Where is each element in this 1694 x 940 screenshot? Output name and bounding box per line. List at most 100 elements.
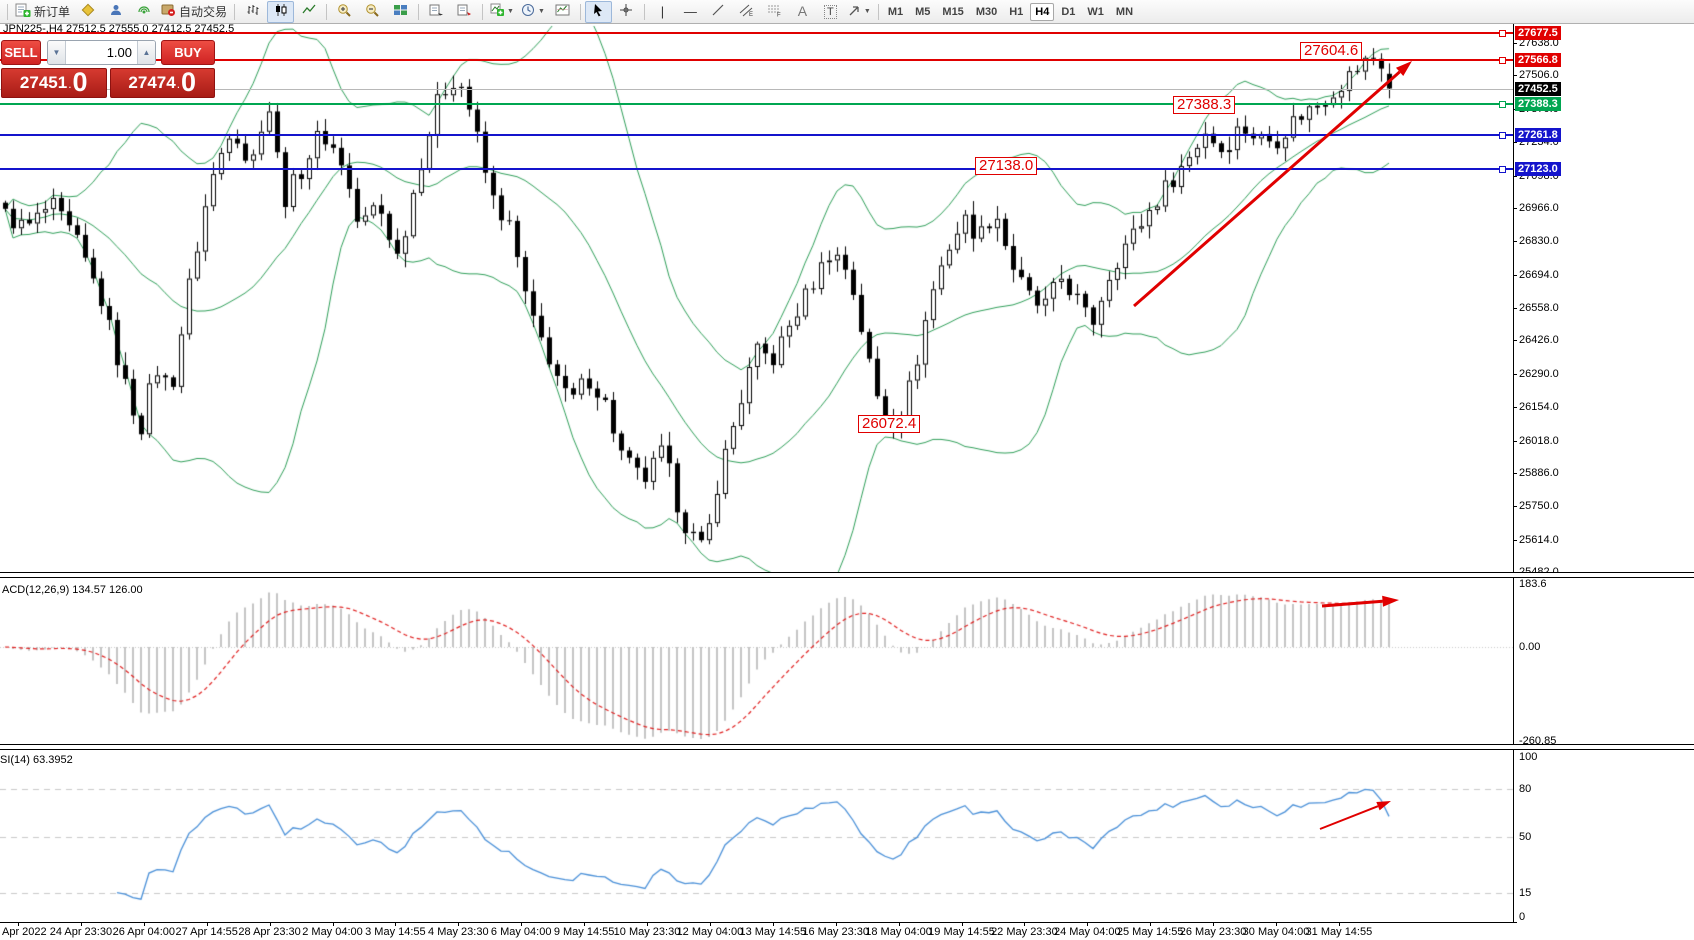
sell-button[interactable]: SELL <box>1 40 41 65</box>
trendline-button[interactable] <box>705 1 732 23</box>
cursor-button[interactable] <box>584 0 612 23</box>
macd-scale-zero: 0.00 <box>1519 641 1541 653</box>
timeframe-w1-button[interactable]: W1 <box>1087 5 1104 18</box>
rsi-scale-label: 50 <box>1519 831 1532 843</box>
profile-button[interactable] <box>102 1 129 23</box>
price-tick-mark <box>1513 407 1517 409</box>
timeframe-h1-button[interactable]: H1 <box>1009 5 1024 18</box>
pane-separator-rsi[interactable] <box>0 744 1694 750</box>
pane-separator-macd[interactable] <box>0 572 1694 578</box>
time-axis-label: 12 May 04:00 <box>676 926 744 938</box>
crosshair-icon <box>619 3 633 20</box>
time-tick-mark <box>143 922 145 926</box>
price-level-label-27123.0: 27123.0 <box>1515 162 1561 177</box>
market-watch-button[interactable] <box>74 1 101 23</box>
level-anchor-marker[interactable] <box>1499 101 1506 109</box>
time-axis-label: 4 May 23:30 <box>428 926 489 938</box>
arrows-caret-icon: ▼ <box>863 8 871 15</box>
candlestick-chart-button[interactable] <box>267 0 295 23</box>
zoom-out-button[interactable] <box>359 1 386 23</box>
price-tick-label: 26154.0 <box>1519 401 1559 414</box>
level-anchor-marker[interactable] <box>1499 132 1506 140</box>
bar-chart-button[interactable] <box>239 1 266 23</box>
timeframe-h4-button[interactable]: H4 <box>1030 2 1055 21</box>
navigator-icon <box>429 3 444 20</box>
buy-button[interactable]: BUY <box>161 40 215 65</box>
vertical-line-button[interactable]: | <box>649 1 676 23</box>
arrows-button[interactable]: ▼ <box>845 1 874 23</box>
price-level-line-27677.5[interactable] <box>0 32 1513 35</box>
timeframe-mn-button[interactable]: MN <box>1115 5 1134 18</box>
autotrading-button[interactable]: 自动交易 <box>158 1 230 23</box>
time-tick-mark <box>206 922 208 926</box>
level-anchor-marker[interactable] <box>1499 30 1506 38</box>
sell-price-box[interactable]: 27451 . 0 <box>1 68 107 98</box>
time-tick-mark <box>961 922 963 926</box>
timeframe-m30-button[interactable]: M30 <box>975 5 998 18</box>
price-level-label-27677.5: 27677.5 <box>1515 26 1561 41</box>
sell-price-main: 27451 <box>19 73 68 92</box>
time-tick-mark <box>1150 922 1152 926</box>
price-tick-mark <box>1513 539 1517 541</box>
level-anchor-marker[interactable] <box>1499 166 1506 174</box>
autotrading-label: 自动交易 <box>179 5 228 19</box>
trendline-icon <box>711 3 725 20</box>
annotation-price-tag-27388.3[interactable]: 27388.3 <box>1173 96 1236 114</box>
tile-windows-icon <box>393 3 408 20</box>
timeframe-d1-button[interactable]: D1 <box>1061 5 1076 18</box>
chart-title: JPN225-,H4 27512.5 27555.0 27412.5 27452… <box>3 23 235 35</box>
fibonacci-button[interactable]: F <box>761 1 788 23</box>
zoom-in-button[interactable] <box>331 1 358 23</box>
time-tick-mark <box>835 922 837 926</box>
tile-windows-button[interactable] <box>387 1 414 23</box>
annotation-price-tag-27604.6[interactable]: 27604.6 <box>1300 42 1363 60</box>
text-label-button[interactable]: T <box>817 1 844 23</box>
volume-input[interactable]: 1.00 <box>106 45 132 60</box>
one-click-trading-panel: SELL ▼ 1.00 ▲ BUY 27451 . 0 27474 . 0 <box>1 40 215 98</box>
price-level-line-27261.8[interactable] <box>0 134 1513 137</box>
price-tick-mark <box>1513 340 1517 342</box>
profile-icon <box>109 3 123 20</box>
horizontal-line-button[interactable]: — <box>677 1 704 23</box>
data-window-button[interactable] <box>451 1 478 23</box>
toolbar-separator <box>234 3 236 20</box>
level-anchor-marker[interactable] <box>1499 57 1506 65</box>
price-level-label-27452.5: 27452.5 <box>1515 81 1561 96</box>
horizontal-line-icon: — <box>683 4 697 19</box>
svg-text:F: F <box>777 13 781 18</box>
volume-decrease-button[interactable]: ▼ <box>48 41 66 64</box>
timeframe-m5-button[interactable]: M5 <box>915 5 931 18</box>
time-axis-label: Apr 2022 <box>2 926 47 938</box>
volume-increase-button[interactable]: ▲ <box>137 41 155 64</box>
templates-button[interactable] <box>549 1 576 23</box>
time-tick-mark <box>458 922 460 926</box>
time-axis-label: 19 May 14:55 <box>928 926 995 938</box>
signal-button[interactable] <box>130 1 157 23</box>
time-tick-mark <box>395 922 397 926</box>
price-level-label-27388.3: 27388.3 <box>1515 97 1561 112</box>
new-order-button[interactable]: 新订单 <box>12 1 73 23</box>
navigator-button[interactable] <box>423 1 450 23</box>
periods-button[interactable]: ▼ <box>518 1 548 23</box>
annotation-price-tag-27138.0[interactable]: 27138.0 <box>975 157 1038 175</box>
timeframe-m1-button[interactable]: M1 <box>887 5 904 18</box>
equidistant-channel-button[interactable]: E <box>733 1 760 23</box>
buy-price-dot: . <box>176 77 181 91</box>
price-level-label-27261.8: 27261.8 <box>1515 128 1561 143</box>
price-level-line-27566.8[interactable] <box>0 59 1513 62</box>
buy-price-box[interactable]: 27474 . 0 <box>109 67 215 98</box>
annotation-price-tag-26072.4[interactable]: 26072.4 <box>858 415 921 433</box>
text-button[interactable]: A <box>789 1 816 23</box>
indicators-button[interactable]: ▼ <box>487 1 517 23</box>
periods-caret-icon: ▼ <box>537 8 545 15</box>
price-tick-mark <box>1513 472 1517 474</box>
crosshair-button[interactable] <box>613 1 640 23</box>
price-level-line-27388.3[interactable] <box>0 103 1513 106</box>
line-chart-button[interactable] <box>295 1 322 23</box>
buy-price-pip: 0 <box>181 67 197 97</box>
price-level-line-27123.0[interactable] <box>0 168 1513 171</box>
timeframe-m15-button[interactable]: M15 <box>942 5 964 18</box>
price-level-line-27452.5[interactable] <box>0 88 1513 90</box>
